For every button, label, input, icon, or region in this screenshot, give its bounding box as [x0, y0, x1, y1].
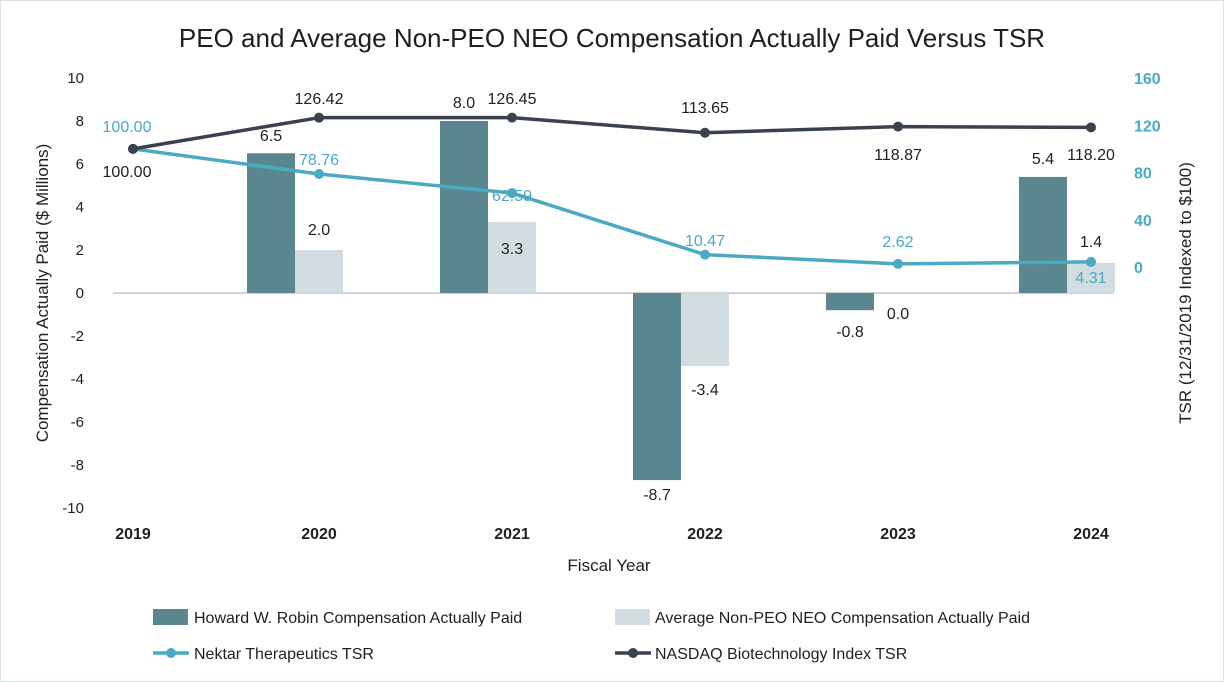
bar-neo [295, 250, 343, 293]
left-tick-label: -2 [71, 328, 84, 345]
legend: Howard W. Robin Compensation Actually Pa… [153, 609, 1030, 663]
right-tick-label: 120 [1134, 118, 1161, 135]
nektar-tsr-point [314, 168, 324, 179]
nasdaq-tsr-point [1086, 122, 1096, 133]
nasdaq-tsr-point [893, 121, 903, 132]
legend-nasdaq-tsr: NASDAQ Biotechnology Index TSR [655, 646, 907, 663]
bar-data-label: 3.3 [501, 241, 523, 258]
bar-data-label: -3.4 [691, 382, 719, 399]
bar-data-label: 0.0 [887, 306, 909, 323]
left-tick-label: 4 [76, 199, 84, 216]
legend-nektar-tsr-marker [166, 648, 176, 658]
bar-data-label: 8.0 [453, 95, 475, 112]
legend-neo-compensation-swatch [615, 609, 650, 625]
nasdaq-tsr-point [314, 112, 324, 123]
legend-peo-compensation-swatch [153, 609, 188, 625]
left-tick-label: 0 [76, 285, 84, 302]
left-tick-label: -6 [71, 414, 84, 431]
nektar-tsr-point [1086, 256, 1096, 267]
bar-peo [440, 121, 488, 293]
left-tick-label: -8 [71, 457, 84, 474]
legend-neo-compensation: Average Non-PEO NEO Compensation Actuall… [655, 610, 1030, 627]
nektar-tsr-label: 78.76 [299, 152, 339, 169]
nasdaq-tsr-point [700, 127, 710, 138]
legend-peo-compensation: Howard W. Robin Compensation Actually Pa… [194, 610, 522, 627]
right-tick-label: 80 [1134, 166, 1152, 183]
x-tick-label: 2022 [687, 526, 723, 543]
right-tick-label: 0 [1134, 260, 1143, 277]
bar-data-label: -0.8 [836, 324, 864, 341]
bar-data-label: 1.4 [1080, 234, 1102, 251]
nektar-tsr-label: 62.59 [492, 188, 532, 205]
nasdaq-tsr-label: 126.45 [488, 91, 537, 108]
nektar-tsr-point [700, 249, 710, 260]
left-tick-label: -4 [71, 371, 84, 388]
left-tick-label: 10 [67, 70, 84, 87]
bar-neo [1067, 262, 1115, 293]
nasdaq-tsr-line [132, 115, 1092, 151]
left-tick-label: 2 [76, 242, 84, 259]
right-axis-title: TSR (12/31/2019 Indexed to $100) [1176, 162, 1195, 424]
left-tick-label: 6 [76, 156, 84, 173]
legend-nektar-tsr: Nektar Therapeutics TSR [194, 646, 374, 663]
right-tick-label: 40 [1134, 213, 1152, 230]
bar-peo [247, 153, 295, 293]
nektar-tsr-label: 100.00 [103, 119, 152, 136]
nasdaq-tsr-label: 118.20 [1067, 147, 1115, 164]
legend-nasdaq-tsr-marker [628, 648, 638, 658]
left-tick-label: -10 [62, 500, 84, 517]
nasdaq-tsr-label: 118.87 [874, 147, 922, 164]
nasdaq-tsr-label: 100.00 [103, 164, 152, 181]
x-axis-title: Fiscal Year [567, 556, 650, 575]
nasdaq-tsr-label: 113.65 [681, 100, 729, 117]
nasdaq-tsr-point [507, 112, 517, 123]
x-tick-label: 2021 [494, 526, 530, 543]
nasdaq-tsr-point [128, 143, 138, 154]
bar-data-label: -8.7 [643, 487, 671, 504]
bar-data-label: 6.5 [260, 128, 282, 145]
bar-data-label: 2.0 [308, 222, 330, 239]
bar-peo [633, 293, 681, 481]
chart-title: PEO and Average Non-PEO NEO Compensation… [179, 23, 1045, 53]
bar-peo [826, 293, 874, 311]
nektar-tsr-label: 10.47 [685, 233, 725, 250]
x-tick-label: 2024 [1073, 526, 1109, 543]
bar-data-label: 5.4 [1032, 151, 1054, 168]
bar-peo [1019, 176, 1067, 293]
bar-neo [681, 293, 729, 367]
x-tick-label: 2019 [115, 526, 151, 543]
nektar-tsr-point [893, 258, 903, 269]
left-axis-title: Compensation Actually Paid ($ Millions) [33, 144, 52, 443]
bar-neo [488, 222, 536, 293]
nektar-tsr-label: 4.31 [1075, 270, 1106, 287]
nasdaq-tsr-label: 126.42 [295, 91, 344, 108]
nektar-tsr-label: 2.62 [882, 234, 913, 251]
nektar-tsr-line [132, 147, 1092, 266]
plot-area: 10 8 6 4 2 0 -2 -4 -6 -8 -10 160 120 80 40 0 2019 2020 202… [62, 70, 1160, 543]
nektar-tsr-point [507, 188, 517, 199]
x-tick-label: 2020 [301, 526, 337, 543]
left-tick-label: 8 [76, 113, 84, 130]
right-tick-label: 160 [1134, 71, 1161, 88]
x-tick-label: 2023 [880, 526, 916, 543]
